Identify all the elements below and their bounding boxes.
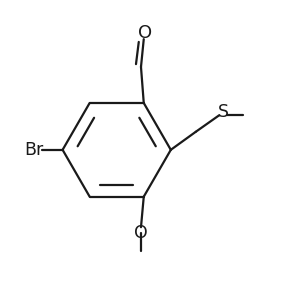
Text: O: O — [134, 224, 148, 242]
Text: Br: Br — [24, 141, 44, 159]
Text: S: S — [218, 103, 229, 121]
Text: O: O — [138, 24, 152, 42]
